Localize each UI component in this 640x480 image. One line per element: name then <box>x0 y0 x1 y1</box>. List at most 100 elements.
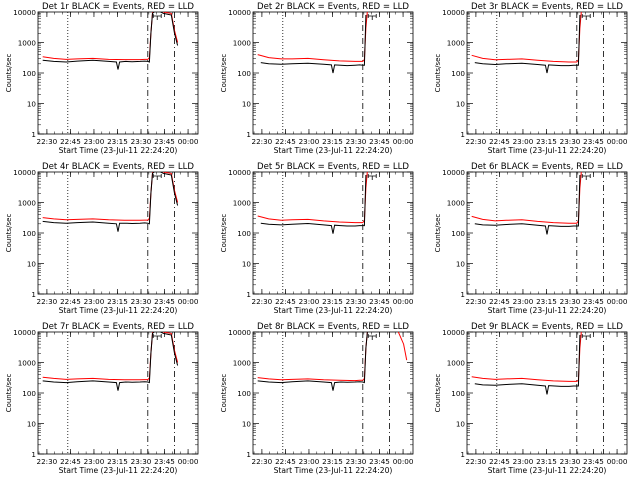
x-tick-label: 22:45 <box>275 297 296 306</box>
x-tick-label: 23:45 <box>154 457 175 466</box>
x-axis-label: Start Time (23-Jul-11 22:24:20) <box>274 466 393 475</box>
detector-panel-1: Det 1r BLACK = Events, RED = LLD 1 10 100 10… <box>5 2 199 155</box>
x-tick-label: 23:15 <box>322 297 343 306</box>
x-tick-label: 23:30 <box>131 457 152 466</box>
y-tick-label: 10 <box>456 260 466 269</box>
y-tick-label: 100 <box>22 69 36 78</box>
series-line-events <box>260 14 367 74</box>
y-tick-label: 1000 <box>233 359 252 368</box>
x-tick-label: 23:00 <box>299 457 320 466</box>
y-tick-label: 1000 <box>233 199 252 208</box>
series-line-lld <box>257 172 368 224</box>
x-tick-label: 22:30 <box>252 457 273 466</box>
y-tick-label: 1000 <box>18 359 37 368</box>
x-tick-label: 00:00 <box>178 297 199 306</box>
x-tick-label: 00:00 <box>178 137 199 146</box>
y-tick-label: 1 <box>31 290 36 299</box>
y-axis-label: Counts/sec <box>434 54 442 93</box>
y-tick-label: 10 <box>456 100 466 109</box>
y-tick-label: 10 <box>242 420 252 429</box>
y-axis-label: Counts/sec <box>220 54 228 93</box>
y-tick-label: 1 <box>460 450 465 459</box>
x-tick-label: 22:30 <box>466 137 487 146</box>
y-tick-label: 100 <box>22 229 36 238</box>
series-line-events <box>257 332 368 391</box>
y-axis-label: Counts/sec <box>5 54 13 93</box>
detector-panel-9: Det 9r BLACK = Events, RED = LLD 1 10 100 10… <box>434 322 628 475</box>
x-tick-label: 00:00 <box>393 137 414 146</box>
panel-title: Det 1r BLACK = Events, RED = LLD <box>42 2 194 12</box>
interval-bracket <box>367 14 377 20</box>
x-tick-label: 23:15 <box>536 457 557 466</box>
y-tick-label: 1 <box>246 130 251 139</box>
y-tick-label: 10000 <box>13 328 36 337</box>
panel-title: Det 5r BLACK = Events, RED = LLD <box>257 162 409 172</box>
y-tick-label: 1 <box>460 290 465 299</box>
y-tick-label: 100 <box>451 229 465 238</box>
panel-title: Det 7r BLACK = Events, RED = LLD <box>42 322 194 332</box>
x-tick-label: 23:30 <box>346 457 367 466</box>
y-tick-label: 1 <box>31 450 36 459</box>
plot-frame <box>252 331 414 455</box>
series-line-events <box>474 334 581 395</box>
y-tick-label: 1 <box>246 290 251 299</box>
x-tick-label: 23:15 <box>536 297 557 306</box>
interval-bracket <box>581 14 591 20</box>
x-axis-label: Start Time (23-Jul-11 22:24:20) <box>488 306 607 315</box>
x-tick-label: 00:00 <box>393 457 414 466</box>
x-tick-label: 22:45 <box>60 137 81 146</box>
x-tick-label: 23:45 <box>369 457 390 466</box>
interval-bracket <box>367 334 377 340</box>
y-tick-label: 10 <box>456 420 466 429</box>
panel-title: Det 3r BLACK = Events, RED = LLD <box>471 2 623 12</box>
series-line-lld <box>257 12 368 62</box>
x-tick-label: 23:45 <box>154 297 175 306</box>
y-tick-label: 10000 <box>442 168 465 177</box>
y-tick-label: 1000 <box>447 359 466 368</box>
y-tick-label: 100 <box>237 69 251 78</box>
detector-panel-6: Det 6r BLACK = Events, RED = LLD 1 10 100 10… <box>434 162 628 315</box>
y-tick-label: 10 <box>242 100 252 109</box>
y-axis-label: Counts/sec <box>220 374 228 413</box>
x-tick-label: 23:30 <box>560 137 581 146</box>
series-line-events <box>474 174 581 235</box>
x-tick-label: 23:15 <box>107 457 128 466</box>
x-tick-label: 22:30 <box>466 297 487 306</box>
x-axis-label: Start Time (23-Jul-11 22:24:20) <box>59 466 178 475</box>
series-line-events <box>260 174 367 234</box>
x-axis-label: Start Time (23-Jul-11 22:24:20) <box>274 306 393 315</box>
y-tick-label: 1 <box>31 130 36 139</box>
panel-title: Det 2r BLACK = Events, RED = LLD <box>257 2 409 12</box>
x-tick-label: 22:30 <box>37 457 58 466</box>
x-tick-label: 23:00 <box>84 457 105 466</box>
y-tick-label: 100 <box>237 389 251 398</box>
x-tick-label: 22:45 <box>489 297 510 306</box>
x-tick-label: 23:45 <box>154 137 175 146</box>
y-axis-label: Counts/sec <box>434 214 442 253</box>
x-tick-label: 23:00 <box>513 137 534 146</box>
x-tick-label: 00:00 <box>607 137 628 146</box>
interval-bracket <box>152 174 162 180</box>
y-tick-label: 100 <box>451 389 465 398</box>
panel-title: Det 8r BLACK = Events, RED = LLD <box>257 322 409 332</box>
x-tick-label: 00:00 <box>607 297 628 306</box>
x-tick-label: 23:00 <box>299 297 320 306</box>
y-tick-label: 10000 <box>228 168 251 177</box>
x-axis-label: Start Time (23-Jul-11 22:24:20) <box>274 146 393 155</box>
y-tick-label: 10000 <box>13 168 36 177</box>
series-line-events <box>42 172 179 232</box>
x-tick-label: 23:45 <box>583 297 604 306</box>
series-line-events <box>42 332 179 391</box>
interval-bracket <box>152 14 162 20</box>
y-tick-label: 10 <box>242 260 252 269</box>
y-tick-label: 1000 <box>18 199 37 208</box>
series-line-lld <box>471 332 582 382</box>
x-tick-label: 23:30 <box>346 137 367 146</box>
x-tick-label: 00:00 <box>178 457 199 466</box>
x-tick-label: 22:30 <box>37 297 58 306</box>
detector-panel-2: Det 2r BLACK = Events, RED = LLD 1 10 100 10… <box>220 2 414 155</box>
x-tick-label: 23:30 <box>131 297 152 306</box>
x-tick-label: 23:15 <box>107 297 128 306</box>
y-tick-label: 100 <box>451 69 465 78</box>
